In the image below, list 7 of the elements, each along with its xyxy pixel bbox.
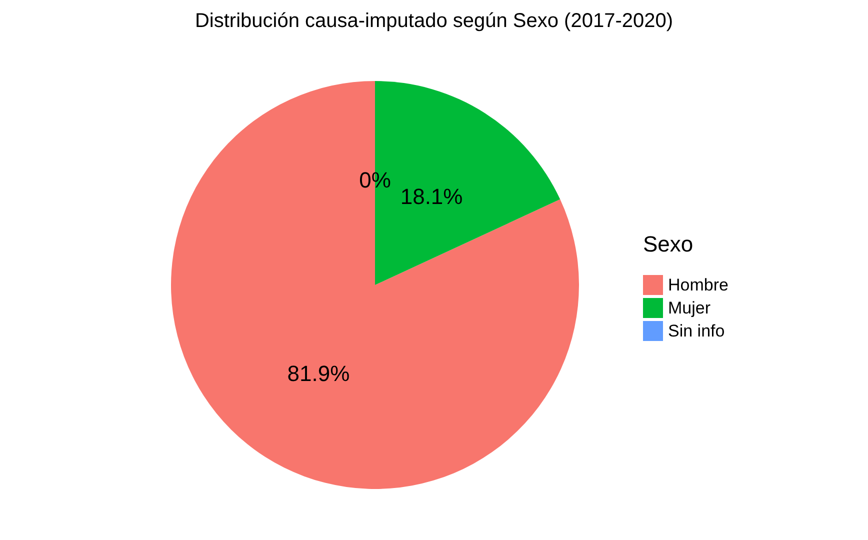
- legend-label: Hombre: [668, 276, 728, 294]
- legend-title: Sexo: [643, 232, 694, 256]
- chart-title: Distribución causa-imputado según Sexo (2017-2020): [194, 10, 674, 32]
- data-label: 81.9%: [287, 360, 350, 386]
- legend-label: Sin info: [668, 322, 725, 340]
- legend-label: Mujer: [668, 298, 711, 318]
- data-label: 18.1%: [400, 184, 463, 210]
